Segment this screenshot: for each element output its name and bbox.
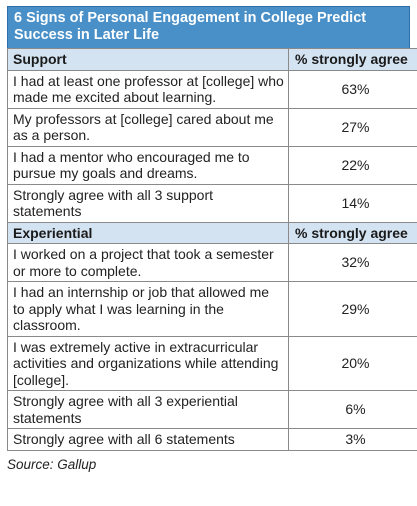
row-label: Strongly agree with all 6 statements — [7, 428, 289, 451]
row-value: 22% — [288, 145, 417, 185]
source-note: Source: Gallup — [7, 456, 97, 472]
engagement-table: Support % strongly agree I had at least … — [7, 48, 417, 451]
row-label: My professors at [college] cared about m… — [7, 107, 289, 147]
table-row: Strongly agree with all 3 support statem… — [7, 183, 417, 223]
row-value: 6% — [288, 390, 417, 429]
section-header-support: Support % strongly agree — [7, 48, 417, 71]
row-label: Strongly agree with all 3 experiential s… — [7, 390, 289, 429]
table-row: I had an internship or job that allowed … — [7, 281, 417, 337]
column-header: % strongly agree — [288, 221, 417, 244]
table-title: 6 Signs of Personal Engagement in Colleg… — [7, 6, 410, 48]
row-value: 27% — [288, 107, 417, 147]
row-value: 20% — [288, 335, 417, 391]
table-row: I was extremely active in extracurricula… — [7, 335, 417, 391]
section-header-experiential: Experiential % strongly agree — [7, 221, 417, 244]
row-value: 3% — [288, 428, 417, 451]
row-value: 29% — [288, 281, 417, 337]
section-name: Experiential — [7, 221, 289, 244]
row-label: I worked on a project that took a semest… — [7, 243, 289, 282]
section-name: Support — [7, 48, 289, 71]
row-value: 63% — [288, 69, 417, 109]
row-label: I had a mentor who encouraged me to purs… — [7, 145, 289, 185]
engagement-table-figure: 6 Signs of Personal Engagement in Colleg… — [7, 6, 417, 472]
row-label: I had an internship or job that allowed … — [7, 281, 289, 337]
table-row: Strongly agree with all 3 experiential s… — [7, 390, 417, 429]
table-row: Strongly agree with all 6 statements 3% — [7, 428, 417, 451]
table-row: I worked on a project that took a semest… — [7, 243, 417, 282]
table-row: I had at least one professor at [college… — [7, 69, 417, 109]
row-label: I was extremely active in extracurricula… — [7, 335, 289, 391]
row-label: I had at least one professor at [college… — [7, 69, 289, 109]
row-value: 32% — [288, 243, 417, 282]
table-row: I had a mentor who encouraged me to purs… — [7, 145, 417, 185]
table-row: My professors at [college] cared about m… — [7, 107, 417, 147]
row-label: Strongly agree with all 3 support statem… — [7, 183, 289, 223]
row-value: 14% — [288, 183, 417, 223]
column-header: % strongly agree — [288, 48, 417, 71]
